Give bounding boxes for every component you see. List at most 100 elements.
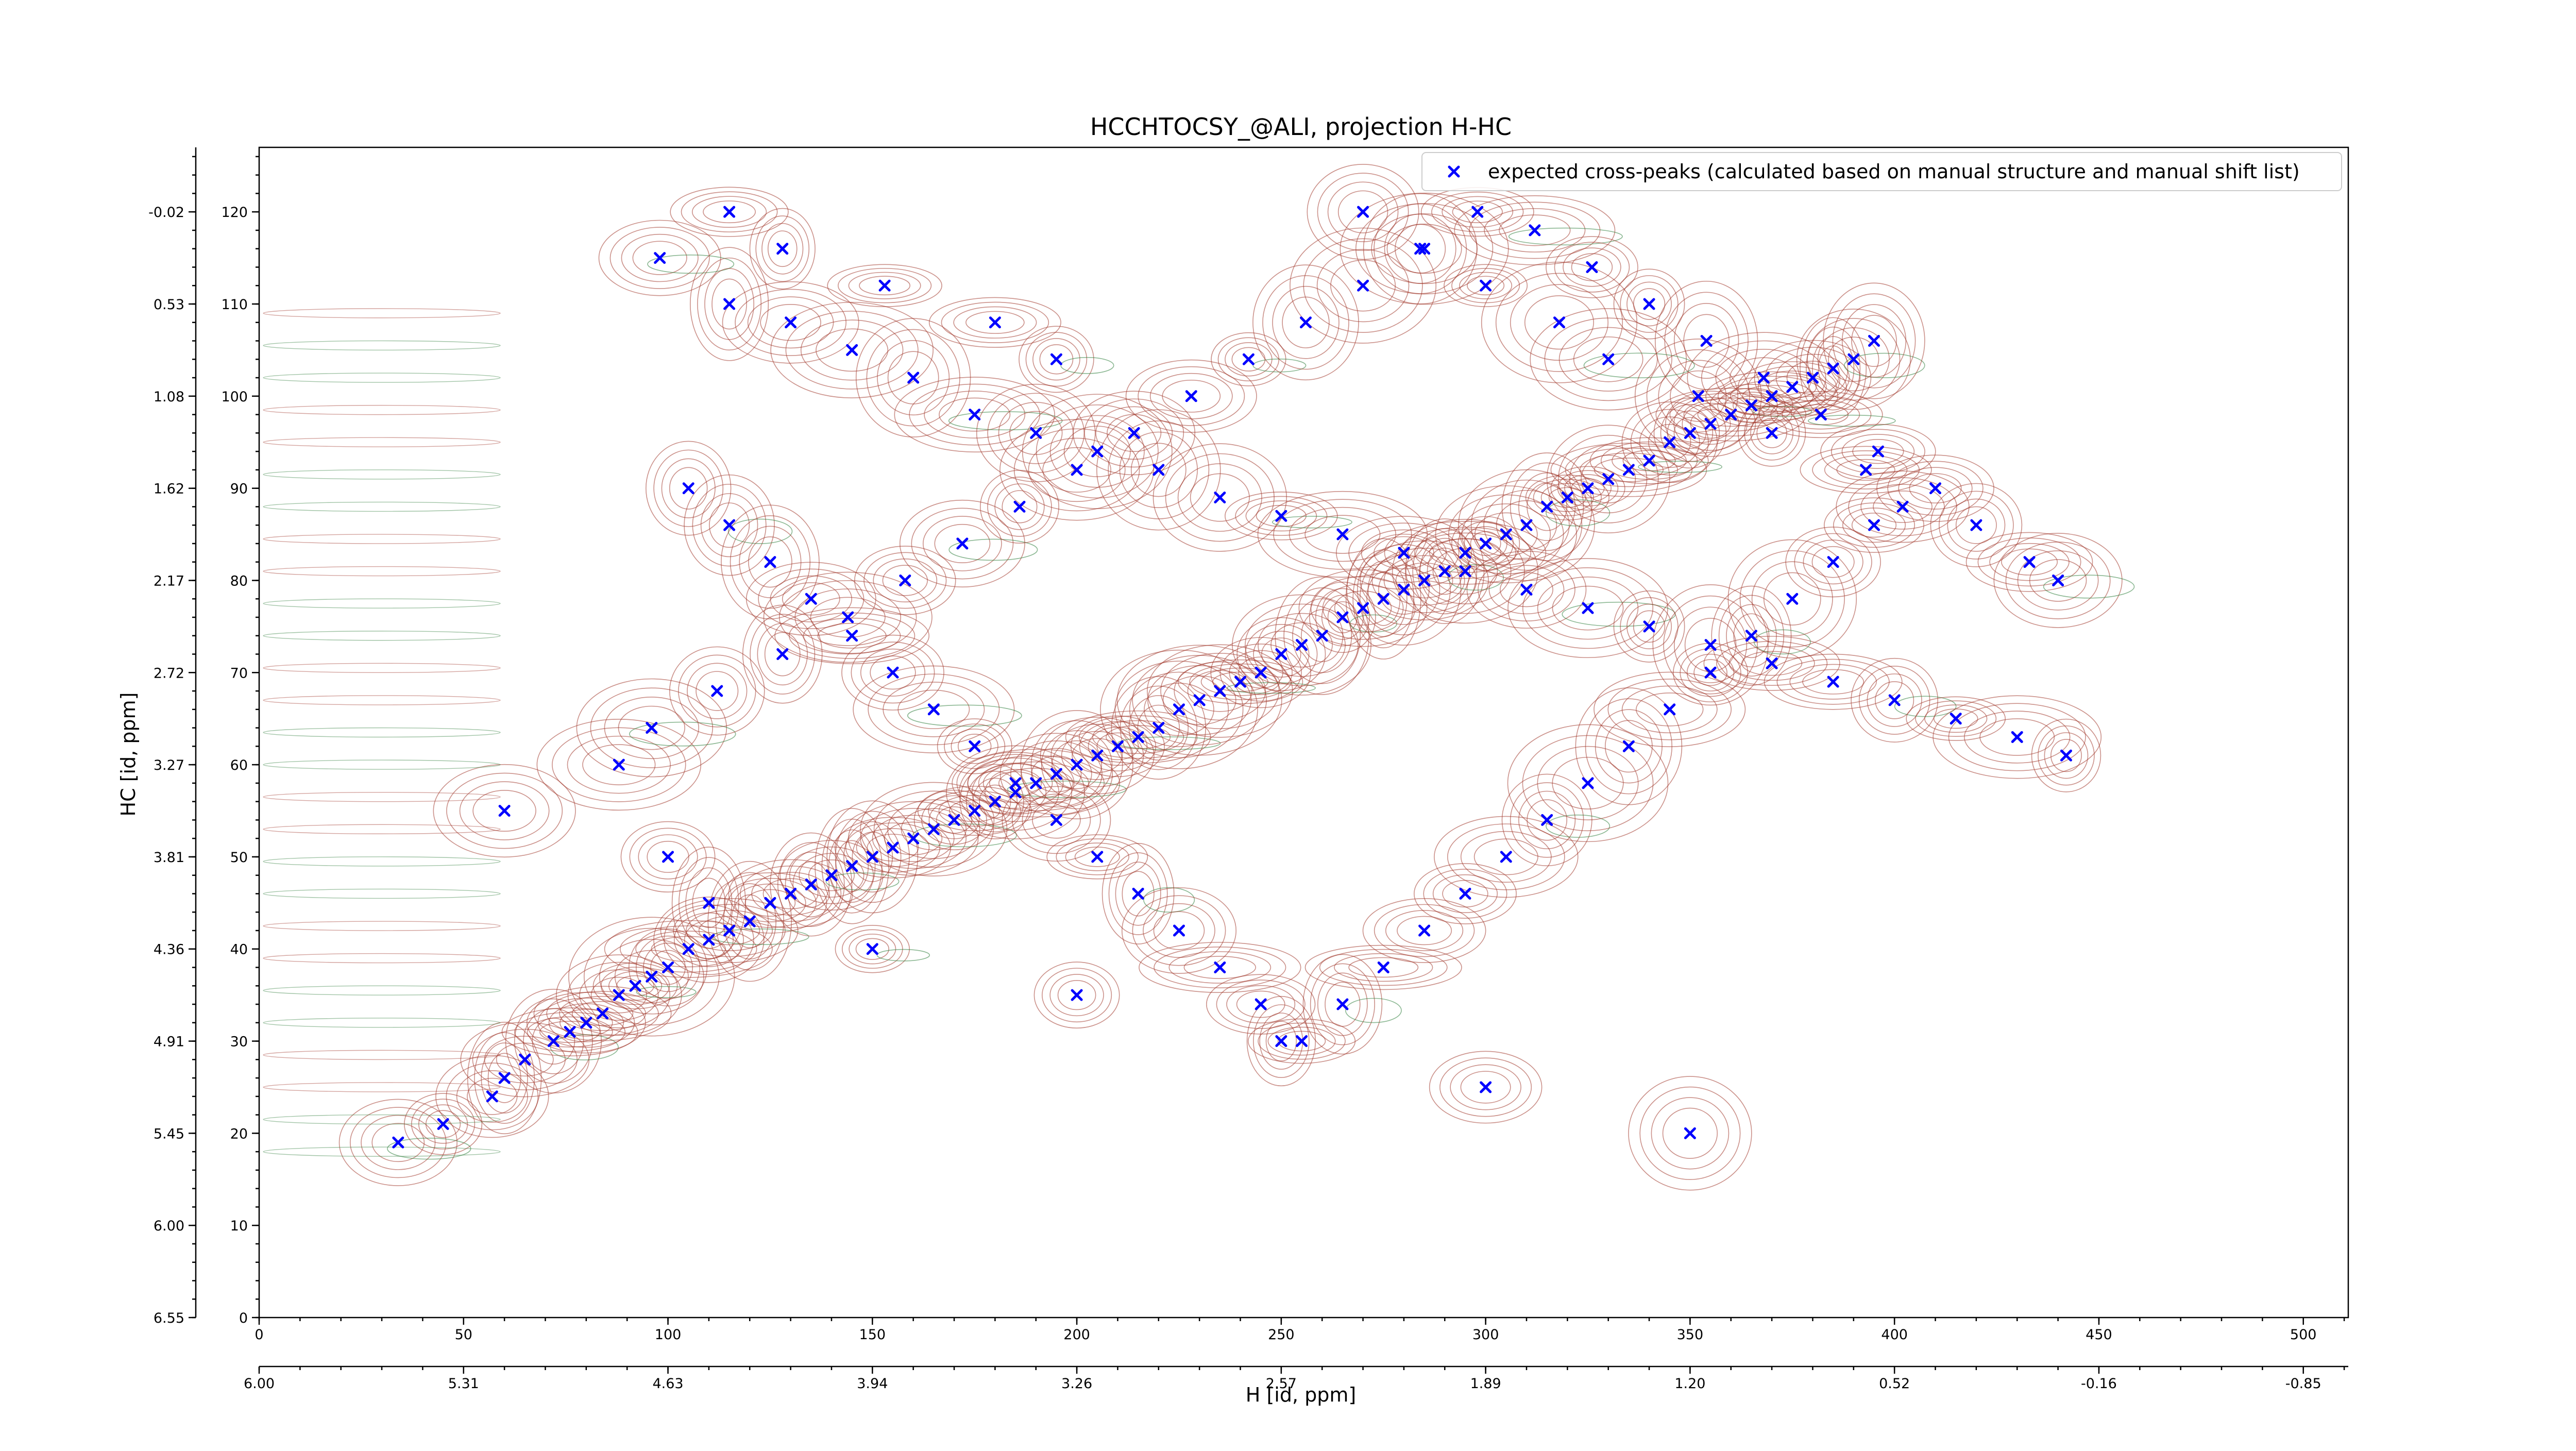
- contour-streak: [263, 308, 501, 318]
- contour-line: [1824, 497, 1924, 553]
- contour-line: [1056, 838, 1139, 875]
- cross-peak-point: [1471, 206, 1484, 218]
- contour-streak: [263, 598, 501, 609]
- cross-peak-point: [1071, 758, 1083, 771]
- contour-line: [1785, 527, 1881, 598]
- contour-line: [1257, 491, 1428, 578]
- contour-line-negative: [876, 949, 930, 961]
- cross-peak-point: [723, 924, 736, 937]
- contour-line-negative: [1060, 357, 1114, 374]
- y-index-tick-label: 70: [230, 665, 248, 681]
- cross-peak-point: [1766, 657, 1778, 669]
- cross-peak-point: [1480, 279, 1492, 292]
- legend-box: [1421, 152, 2342, 191]
- contour-line: [924, 391, 1026, 439]
- contour-line: [774, 607, 930, 664]
- contour-line: [1800, 446, 1932, 494]
- cross-peak-point: [764, 897, 776, 909]
- y-index-tick-label: 50: [230, 850, 248, 866]
- contour-line: [567, 735, 671, 794]
- cross-peak-point: [1153, 722, 1165, 734]
- contour-line: [1594, 671, 1746, 747]
- y-index-tick-label: 0: [239, 1310, 248, 1326]
- cross-peak-point: [1459, 547, 1471, 559]
- contour-line: [1236, 617, 1326, 691]
- contour-line: [1432, 874, 1498, 913]
- contour-line: [1348, 957, 1419, 978]
- cross-peak-point: [1970, 519, 1982, 531]
- cross-peak-point: [1664, 703, 1676, 716]
- contour-line: [1289, 507, 1396, 562]
- contour-line: [1742, 385, 1802, 408]
- contour-line: [643, 942, 693, 992]
- contour-line: [1915, 700, 1997, 737]
- contour-line: [1009, 411, 1063, 455]
- cross-peak-point: [1050, 768, 1062, 780]
- contour-line: [868, 673, 1000, 746]
- contour-line: [1219, 643, 1302, 702]
- contour-line: [785, 851, 837, 918]
- contour-line: [647, 840, 689, 873]
- y-index-tick-label: 10: [230, 1218, 248, 1234]
- contour-line: [576, 678, 727, 778]
- contour-line: [1177, 463, 1262, 532]
- contour-line: [972, 778, 1018, 825]
- contour-line: [670, 187, 789, 237]
- contour-line: [957, 733, 992, 759]
- contour-line: [404, 1093, 483, 1155]
- y-index-tick-label: 110: [221, 297, 248, 313]
- contour-line: [1114, 661, 1244, 758]
- contour-line: [684, 474, 775, 576]
- contour-line: [1153, 443, 1287, 552]
- contour-line: [911, 508, 1014, 580]
- contour-line: [1052, 740, 1103, 789]
- cross-peak-point: [1173, 703, 1185, 716]
- contour-line: [692, 878, 726, 929]
- cross-peak-point: [887, 666, 899, 679]
- contour-line: [1564, 474, 1612, 503]
- contour-line: [1036, 404, 1159, 499]
- contour-line: [1824, 454, 1908, 485]
- contour-line: [1500, 572, 1553, 608]
- contour-line: [944, 723, 1006, 769]
- contour-line: [1939, 491, 2014, 560]
- contour-line: [1399, 527, 1532, 579]
- contour-line: [1621, 401, 1718, 483]
- cross-peak-point: [907, 832, 920, 845]
- contour-line-negative: [636, 986, 697, 998]
- contour-line: [533, 986, 672, 1041]
- y-ppm-tick-label: 2.72: [154, 665, 184, 681]
- cross-peak-point: [1582, 482, 1594, 495]
- contour-line: [1484, 208, 1586, 252]
- cross-peak-point: [2023, 556, 2036, 568]
- contour-line: [1510, 462, 1584, 551]
- cross-peak-point: [956, 537, 969, 550]
- cross-peak-point: [1848, 353, 1860, 365]
- contour-line: [1101, 842, 1175, 944]
- contour-line: [621, 233, 699, 282]
- contour-line: [1002, 778, 1111, 862]
- contour-line: [721, 504, 820, 619]
- x-ppm-tick-label: 3.94: [857, 1376, 888, 1392]
- cross-peak-point: [1704, 417, 1717, 430]
- contour-line: [799, 853, 865, 898]
- contour-line: [1374, 536, 1434, 569]
- contour-line: [855, 318, 971, 437]
- contour-line: [1626, 281, 1672, 327]
- contour-line: [897, 689, 970, 729]
- contour-line: [882, 565, 928, 596]
- contour-line: [1116, 645, 1282, 756]
- contour-line: [1088, 727, 1148, 766]
- contour-line: [567, 961, 671, 1028]
- cross-peak-point: [899, 574, 911, 586]
- contour-line: [1262, 275, 1349, 370]
- contour-line: [632, 241, 687, 275]
- cross-peak-point: [682, 943, 694, 955]
- x-axis-index: 0 50 100 150 200 250 300 350 400 450 500: [255, 1318, 2345, 1343]
- cross-peak-point: [723, 298, 736, 310]
- contour-line: [1552, 756, 1624, 809]
- contour-line: [739, 865, 842, 922]
- contour-line: [1019, 326, 1094, 393]
- cross-peak-point: [646, 970, 658, 983]
- contour-line: [568, 917, 735, 1037]
